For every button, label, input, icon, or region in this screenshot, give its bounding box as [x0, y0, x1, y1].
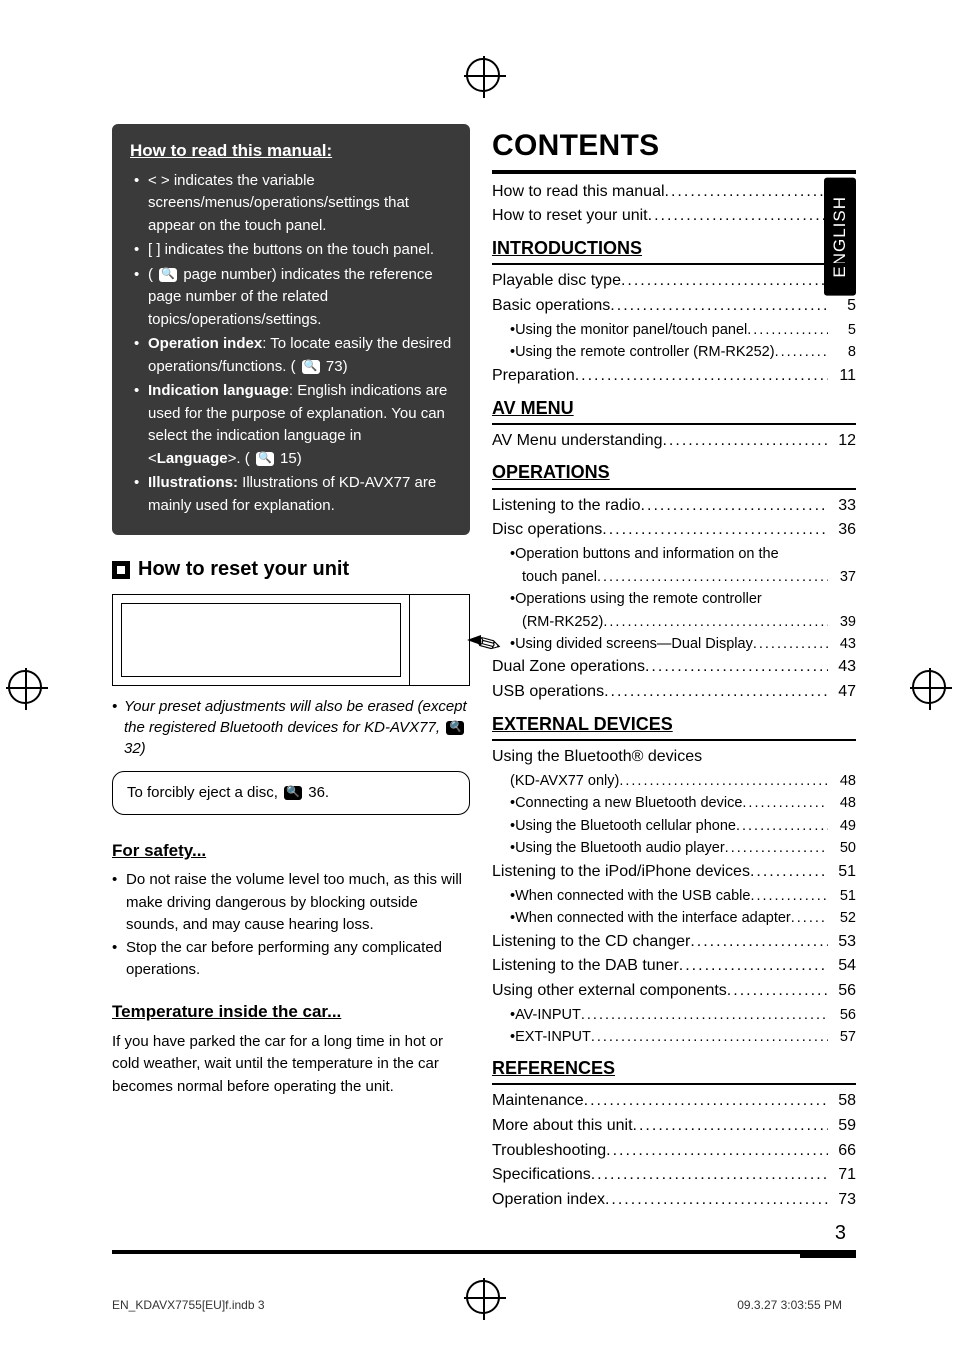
how-to-read-item: < > indicates the variable screens/menus…: [134, 170, 452, 238]
toc-row: Listening to the CD changer53: [492, 930, 856, 955]
how-to-read-item: Illustrations: Illustrations of KD-AVX77…: [134, 472, 452, 517]
toc-row: Using the Bluetooth audio player50: [492, 837, 856, 859]
how-to-read-item: Indication language: English indications…: [134, 380, 452, 470]
how-to-read-item: [ ] indicates the buttons on the touch p…: [134, 239, 452, 262]
toc-row: Using divided screens—Dual Display43: [492, 633, 856, 655]
toc-row: Using the remote controller (RM-RK252)8: [492, 341, 856, 363]
toc-row: Using the Bluetooth cellular phone49: [492, 815, 856, 837]
toc-row: Specifications71: [492, 1163, 856, 1188]
safety-item: Do not raise the volume level too much, …: [112, 869, 470, 937]
toc-row: Disc operations36: [492, 518, 856, 543]
reset-note: Your preset adjustments will also be era…: [112, 696, 470, 759]
reset-diagram: ✎: [112, 594, 470, 686]
safety-list: Do not raise the volume level too much, …: [112, 869, 470, 982]
footer-left: EN_KDAVX7755[EU]f.indb 3: [112, 1298, 265, 1312]
toc-row: Maintenance58: [492, 1089, 856, 1114]
toc-row: Operation index73: [492, 1188, 856, 1213]
toc-row: AV Menu understanding12: [492, 429, 856, 454]
toc-row: More about this unit59: [492, 1114, 856, 1139]
toc-row: Listening to the DAB tuner54: [492, 954, 856, 979]
footer: EN_KDAVX7755[EU]f.indb 3 09.3.27 3:03:55…: [112, 1298, 842, 1312]
toc-section-heading: EXTERNAL DEVICES: [492, 711, 856, 741]
toc-row: Using other external components56: [492, 979, 856, 1004]
toc-row: Troubleshooting66: [492, 1139, 856, 1164]
toc-row: EXT-INPUT57: [492, 1026, 856, 1048]
toc-row: Using the Bluetooth® devices: [492, 745, 856, 770]
toc-row: Basic operations5: [492, 294, 856, 319]
footer-right: 09.3.27 3:03:55 PM: [737, 1298, 842, 1312]
toc-row: USB operations47: [492, 680, 856, 705]
crop-mark-left: [8, 670, 42, 704]
toc-row: Dual Zone operations43: [492, 655, 856, 680]
how-to-read-box: How to read this manual: < > indicates t…: [112, 124, 470, 535]
how-to-read-item: ( 🔍 page number) indicates the reference…: [134, 264, 452, 332]
how-to-read-item: Operation index: To locate easily the de…: [134, 333, 452, 378]
toc-row: Operation buttons and information on the: [492, 543, 856, 565]
toc-section-heading: AV MENU: [492, 395, 856, 425]
page-number: 3: [835, 1222, 846, 1245]
toc-row: When connected with the interface adapte…: [492, 907, 856, 929]
toc: How to read this manual3How to reset you…: [492, 180, 856, 1213]
how-to-read-title: How to read this manual:: [130, 138, 452, 164]
crop-mark-right: [912, 670, 946, 704]
toc-row: Using the monitor panel/touch panel5: [492, 319, 856, 341]
left-column: How to read this manual: < > indicates t…: [112, 124, 470, 1213]
toc-row: (KD-AVX77 only)48: [492, 770, 856, 792]
toc-row: (RM-RK252)39: [492, 611, 856, 633]
toc-row: How to reset your unit3: [492, 204, 856, 229]
toc-row: Operations using the remote controller: [492, 588, 856, 610]
toc-row: Connecting a new Bluetooth device48: [492, 792, 856, 814]
toc-row: touch panel37: [492, 566, 856, 588]
temp-heading: Temperature inside the car...: [112, 1000, 470, 1025]
safety-heading: For safety...: [112, 839, 470, 864]
square-icon: [112, 561, 130, 579]
footer-rule: [112, 1250, 856, 1254]
toc-row: Listening to the radio33: [492, 494, 856, 519]
right-column: CONTENTS How to read this manual3How to …: [492, 124, 856, 1213]
toc-row: Listening to the iPod/iPhone devices51: [492, 860, 856, 885]
temp-text: If you have parked the car for a long ti…: [112, 1031, 470, 1099]
toc-row: Playable disc type4: [492, 269, 856, 294]
toc-row: When connected with the USB cable51: [492, 885, 856, 907]
toc-row: Preparation11: [492, 364, 856, 389]
contents-heading: CONTENTS: [492, 124, 856, 174]
how-to-read-list: < > indicates the variable screens/menus…: [130, 170, 452, 518]
crop-mark-top: [466, 58, 500, 92]
toc-section-heading: REFERENCES: [492, 1055, 856, 1085]
toc-row: How to read this manual3: [492, 180, 856, 205]
eject-note-box: To forcibly eject a disc, 🔍 36.: [112, 771, 470, 815]
toc-row: AV-INPUT56: [492, 1004, 856, 1026]
reset-title: How to reset your unit: [138, 555, 349, 584]
page-content: How to read this manual: < > indicates t…: [112, 124, 856, 1213]
toc-section-heading: OPERATIONS: [492, 459, 856, 489]
safety-item: Stop the car before performing any compl…: [112, 937, 470, 982]
reset-heading: How to reset your unit: [112, 555, 470, 584]
toc-section-heading: INTRODUCTIONS: [492, 235, 856, 265]
